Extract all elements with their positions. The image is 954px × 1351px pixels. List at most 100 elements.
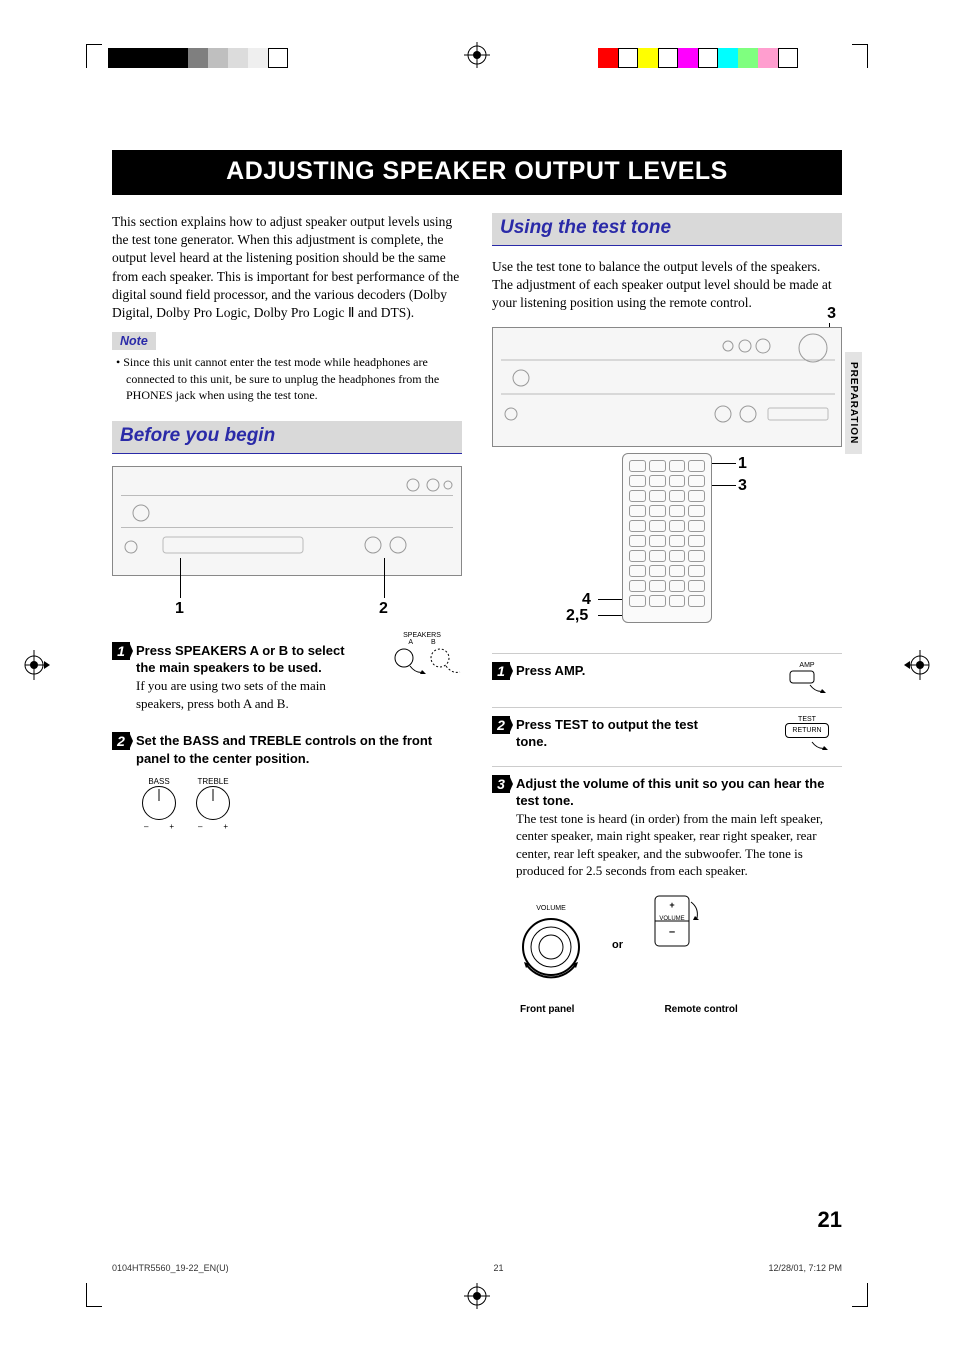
callout-line <box>180 558 181 598</box>
minus-label: – <box>144 822 148 831</box>
step-number-2: 2 <box>112 732 130 750</box>
minus-label: – <box>655 926 689 938</box>
color-swatch <box>208 48 228 68</box>
color-swatch <box>188 48 208 68</box>
remote-callout-25: 2,5 <box>566 607 588 625</box>
color-swatch <box>658 48 678 68</box>
color-swatch <box>778 48 798 68</box>
color-swatch <box>228 48 248 68</box>
sheet: PREPARATION ADJUSTING SPEAKER OUTPUT LEV… <box>0 0 954 1351</box>
column-right: Using the test tone Use the test tone to… <box>492 213 842 1015</box>
volume-knob-icon: VOLUME <box>516 905 586 984</box>
panel-callout-2: 2 <box>379 600 388 618</box>
plus-label: + <box>223 822 228 831</box>
note-text-content: Since this unit cannot enter the test mo… <box>123 355 439 401</box>
speaker-a-label: A <box>408 639 413 646</box>
heading-before-you-begin: Before you begin <box>112 421 462 454</box>
callout-line <box>598 615 622 616</box>
color-swatch <box>758 48 778 68</box>
volume-rocker-icon: + VOLUME – <box>649 890 709 1000</box>
callout-line <box>712 463 736 464</box>
color-swatch <box>698 48 718 68</box>
printer-marks-top <box>0 44 954 72</box>
bass-knob-icon <box>142 786 176 820</box>
r-step-number-2: 2 <box>492 716 510 734</box>
plus-label: + <box>169 822 174 831</box>
footer-left: 0104HTR5560_19-22_EN(U) <box>112 1263 229 1273</box>
right-intro: Use the test tone to balance the output … <box>492 258 842 313</box>
printer-marks-bottom <box>0 1279 954 1307</box>
crop-mark-tr <box>852 44 868 68</box>
treble-knob-icon <box>196 786 230 820</box>
volume-label: VOLUME <box>516 905 586 912</box>
crop-mark-br <box>852 1283 868 1307</box>
side-arrow-left <box>22 648 44 687</box>
caption-remote: Remote control <box>664 1004 737 1015</box>
r-step-number-3: 3 <box>492 775 510 793</box>
heading-test-tone: Using the test tone <box>492 213 842 246</box>
crop-mark-tl <box>86 44 102 68</box>
callout-line <box>384 558 385 598</box>
remote-callout-1: 1 <box>738 455 747 473</box>
color-swatch <box>678 48 698 68</box>
page-title: ADJUSTING SPEAKER OUTPUT LEVELS <box>112 150 842 195</box>
step-number-1: 1 <box>112 642 130 660</box>
step2-bold: Set the BASS and TREBLE controls on the … <box>136 733 432 766</box>
speakers-label: SPEAKERS <box>382 632 462 639</box>
color-swatch <box>128 48 148 68</box>
remote-callout-3: 3 <box>738 477 747 495</box>
page-number: 21 <box>818 1207 842 1233</box>
speaker-b-label: B <box>431 639 436 646</box>
column-left: This section explains how to adjust spea… <box>112 213 462 1015</box>
footer-mid: 21 <box>494 1263 504 1273</box>
callout-line <box>712 485 736 486</box>
panel-callout-3: 3 <box>827 305 836 323</box>
r-step3-body: The test tone is heard (in order) from t… <box>516 811 823 879</box>
callout-line <box>598 599 622 600</box>
panel-callout-1: 1 <box>175 600 184 618</box>
color-swatch <box>638 48 658 68</box>
note-text: • Since this unit cannot enter the test … <box>112 354 462 403</box>
step1-bold: Press SPEAKERS A or B to select the main… <box>136 643 345 676</box>
color-bar-right <box>598 48 798 68</box>
return-button-label: RETURN <box>785 723 828 738</box>
r-step3-bold: Adjust the volume of this unit so you ca… <box>516 776 824 809</box>
front-panel-diagram <box>112 466 462 576</box>
test-button-icon: TEST RETURN <box>772 716 842 760</box>
footer: 0104HTR5560_19-22_EN(U) 21 12/28/01, 7:1… <box>112 1263 842 1273</box>
color-swatch <box>718 48 738 68</box>
color-swatch <box>738 48 758 68</box>
panel-detail-icon <box>113 467 461 575</box>
color-swatch <box>268 48 288 68</box>
intro-text: This section explains how to adjust spea… <box>112 213 462 322</box>
footer-right: 12/28/01, 7:12 PM <box>768 1263 842 1273</box>
remote-diagram <box>622 453 712 623</box>
caption-front-panel: Front panel <box>520 1004 574 1015</box>
registration-mark-top <box>464 42 490 68</box>
front-panel-diagram-right <box>492 327 842 447</box>
r-step1-bold: Press AMP. <box>516 663 585 678</box>
registration-mark-bottom <box>464 1283 490 1309</box>
r-step2-bold: Press TEST to output the test tone. <box>516 717 698 750</box>
minus-label: – <box>198 822 202 831</box>
bass-treble-icon: BASS –+ TREBLE –+ <box>142 777 462 831</box>
crop-mark-bl <box>86 1283 102 1307</box>
color-swatch <box>168 48 188 68</box>
color-swatch <box>618 48 638 68</box>
amp-label: AMP <box>772 662 842 669</box>
speakers-ab-icon: SPEAKERS A B <box>382 632 462 678</box>
amp-button-icon: AMP <box>772 662 842 701</box>
side-tab-preparation: PREPARATION <box>845 352 862 454</box>
treble-label: TREBLE <box>196 777 230 786</box>
color-bar-left <box>108 48 288 68</box>
color-swatch <box>248 48 268 68</box>
side-arrow-right <box>910 648 932 687</box>
color-swatch <box>108 48 128 68</box>
volume-small-label: VOLUME <box>655 916 689 922</box>
r-step-number-1: 1 <box>492 662 510 680</box>
test-label: TEST <box>772 716 842 723</box>
note-label: Note <box>112 332 156 350</box>
color-swatch <box>598 48 618 68</box>
page-body: ADJUSTING SPEAKER OUTPUT LEVELS This sec… <box>112 150 842 1015</box>
step1-body: If you are using two sets of the main sp… <box>136 678 326 711</box>
